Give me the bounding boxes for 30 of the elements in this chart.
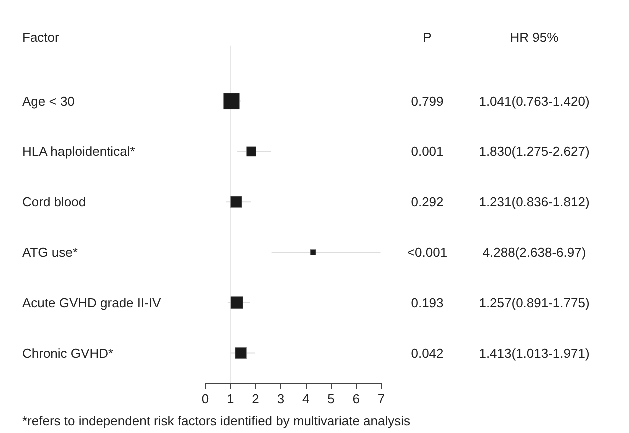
text: 0.799 [411, 94, 444, 109]
data-label: 1.830(1.275-2.627) [479, 144, 590, 160]
y-tick-label: Cord blood [22, 194, 86, 210]
text: 0.042 [411, 346, 444, 361]
data-label: 4.288(2.638-6.97) [482, 244, 586, 260]
data-label: 1.231(0.836-1.812) [479, 194, 590, 210]
y-tick-label: Acute GVHD grade II-IV [22, 295, 162, 310]
y-tick-label: Age < 30 [22, 94, 75, 109]
x-tick-label: 7 [378, 392, 386, 406]
y-tick-label: HLA haploidentical* [22, 144, 136, 160]
text: 0.193 [411, 295, 444, 310]
text: <0.001 [407, 244, 448, 260]
x-tick-label: 5 [328, 392, 335, 406]
text: 0.001 [411, 144, 444, 160]
x-tick-label: 4 [302, 392, 310, 406]
x-tick-label: 1 [227, 392, 234, 406]
text: 0.292 [411, 194, 444, 210]
data-label: 1.257(0.891-1.775) [479, 295, 590, 310]
text: *refers to independent risk factors identified by multivariate analysis [22, 414, 412, 428]
text: HR 95% [510, 30, 560, 45]
x-tick-label: 6 [352, 392, 360, 406]
x-tick-label: 3 [277, 392, 285, 406]
text: P [423, 30, 432, 45]
y-tick-label: Chronic GVHD* [22, 346, 114, 361]
y-axis-title: Factor [22, 30, 60, 45]
y-tick-label: ATG use* [22, 244, 78, 260]
x-tick-label: 2 [252, 392, 260, 406]
data-label: 1.041(0.763-1.420) [479, 94, 590, 109]
x-tick-label: 0 [202, 392, 210, 406]
data-label: 1.413(1.013-1.971) [479, 346, 590, 361]
